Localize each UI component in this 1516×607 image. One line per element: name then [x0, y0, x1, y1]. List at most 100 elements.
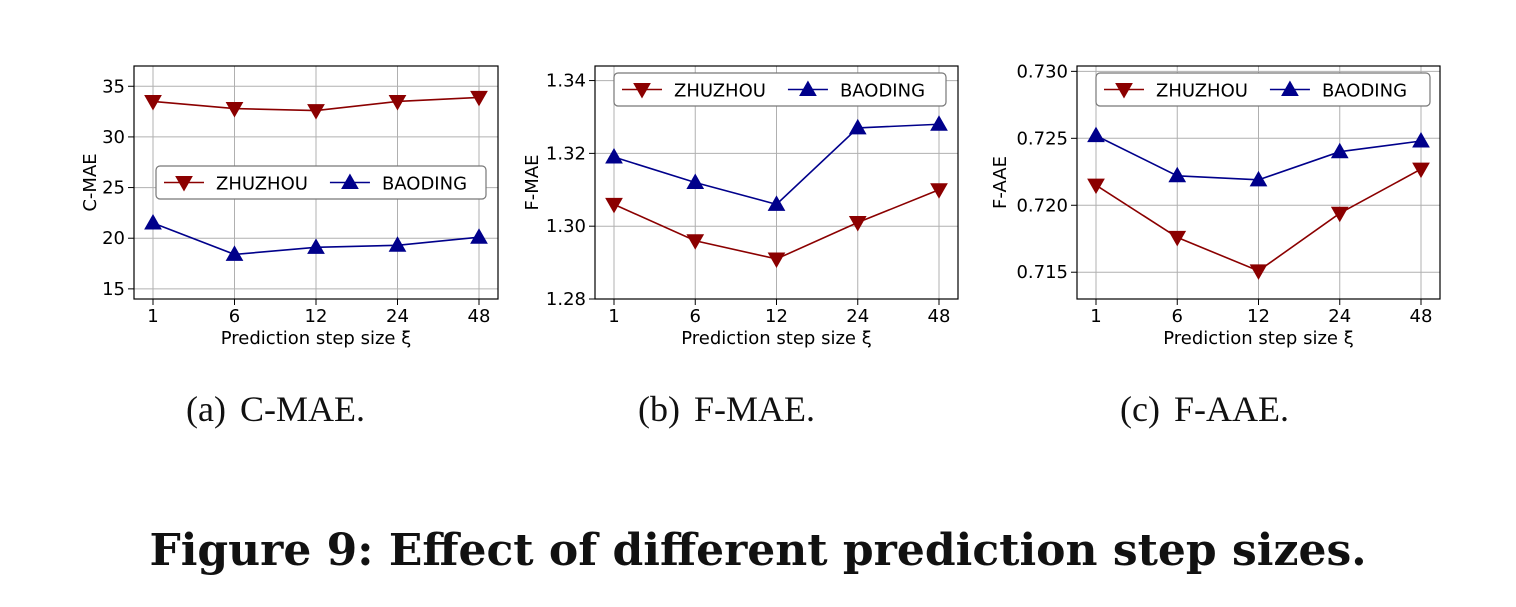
x-tick-label: 12 — [305, 306, 328, 327]
y-tick-label: 0.715 — [1016, 262, 1068, 283]
y-axis-label: C-MAE — [80, 153, 101, 211]
series-baoding-point — [470, 228, 488, 244]
legend-zhuzhou-marker — [1115, 83, 1133, 99]
y-axis-label: F-MAE — [522, 154, 543, 210]
legend-box — [155, 165, 487, 200]
series-zhuzhou-point — [307, 104, 325, 120]
y-tick-label: 1.30 — [546, 216, 586, 237]
series-zhuzhou-point — [605, 197, 623, 214]
series-zhuzhou-point — [144, 94, 162, 111]
series-baoding — [605, 115, 948, 211]
subcaption-label: (a) — [186, 389, 226, 429]
series-baoding-point — [1087, 126, 1105, 143]
series-zhuzhou — [1087, 162, 1430, 280]
series-zhuzhou-point — [848, 216, 867, 232]
y-axis-label: F-AAE — [990, 156, 1011, 209]
legend-zhuzhou-marker — [175, 176, 193, 192]
y-tick-label: 25 — [102, 178, 125, 199]
x-tick-label: 12 — [1247, 306, 1270, 327]
series-baoding-point — [686, 173, 705, 189]
series-baoding-point — [767, 195, 786, 211]
x-tick-label: 24 — [846, 306, 869, 327]
series-zhuzhou-point — [1087, 178, 1105, 195]
subcaption-b: (b) F-MAE. — [638, 388, 815, 430]
x-tick-label: 24 — [1328, 306, 1351, 327]
x-tick-label: 6 — [690, 306, 701, 327]
subcaption-a: (a) C-MAE. — [186, 388, 365, 430]
x-tick-label: 48 — [1410, 306, 1433, 327]
series-zhuzhou-point — [686, 234, 705, 250]
series-zhuzhou-point — [225, 102, 244, 118]
legend-baoding-marker — [1281, 80, 1299, 96]
y-tick-label: 35 — [102, 76, 125, 97]
y-tick-label: 1.34 — [546, 71, 586, 92]
series-baoding-point — [1412, 131, 1430, 148]
y-tick-label: 0.730 — [1016, 61, 1068, 82]
y-tick-label: 20 — [102, 228, 125, 249]
x-tick-label: 24 — [386, 306, 409, 327]
series-baoding-point — [930, 115, 948, 131]
subcaption-text: C-MAE. — [239, 389, 365, 429]
legend-box — [1095, 72, 1431, 107]
x-tick-label: 1 — [608, 306, 619, 327]
subcaption-text: F-MAE. — [693, 389, 815, 429]
subcaption-c: (c) F-AAE. — [1120, 388, 1289, 430]
legend-zhuzhou-label: ZHUZHOU — [216, 174, 308, 195]
series-baoding — [144, 214, 488, 261]
legend: ZHUZHOU BAODING — [1095, 72, 1431, 107]
series-zhuzhou-point — [1412, 162, 1430, 179]
legend: ZHUZHOU BAODING — [613, 72, 947, 107]
series-zhuzhou — [605, 183, 948, 268]
series-zhuzhou-point — [767, 252, 786, 268]
y-tick-label: 30 — [102, 127, 125, 148]
x-axis-label: Prediction step size ξ — [681, 328, 871, 349]
legend: ZHUZHOU BAODING — [155, 165, 487, 200]
series-baoding-point — [388, 236, 407, 252]
subcaption-label: (b) — [638, 389, 680, 429]
series-baoding-point — [144, 214, 162, 230]
y-tick-label: 0.720 — [1016, 195, 1068, 216]
legend-zhuzhou-label: ZHUZHOU — [674, 81, 766, 102]
x-axis-label: Prediction step size ξ — [221, 328, 411, 349]
x-tick-label: 48 — [468, 306, 491, 327]
legend-zhuzhou-marker — [633, 83, 651, 99]
x-tick-label: 1 — [147, 306, 158, 327]
subcaption-label: (c) — [1120, 389, 1160, 429]
series-baoding-point — [1168, 166, 1187, 183]
x-tick-label: 48 — [928, 306, 951, 327]
series-baoding-point — [605, 148, 623, 164]
x-tick-label: 12 — [765, 306, 788, 327]
legend-baoding-label: BAODING — [840, 81, 925, 102]
series-zhuzhou-point — [1330, 206, 1349, 223]
x-tick-label: 1 — [1090, 306, 1101, 327]
legend-baoding-label: BAODING — [1322, 81, 1407, 102]
legend-box — [613, 72, 947, 107]
series-zhuzhou-point — [1168, 230, 1187, 247]
series-zhuzhou-point — [388, 94, 407, 111]
series-zhuzhou-point — [1249, 264, 1268, 280]
subcaption-text: F-AAE. — [1173, 389, 1289, 429]
y-tick-label: 0.725 — [1016, 128, 1068, 149]
legend-baoding-label: BAODING — [382, 174, 467, 195]
y-tick-label: 1.32 — [546, 143, 586, 164]
series-zhuzhou-point — [930, 183, 948, 199]
x-tick-label: 6 — [229, 306, 240, 327]
legend-zhuzhou-label: ZHUZHOU — [1156, 81, 1248, 102]
series-zhuzhou-point — [470, 90, 488, 107]
legend-baoding-marker — [341, 173, 359, 189]
series-baoding-point — [1249, 170, 1268, 187]
y-tick-label: 1.28 — [546, 289, 586, 310]
series-baoding-point — [1330, 142, 1349, 159]
series-zhuzhou — [144, 90, 488, 120]
y-tick-label: 15 — [102, 279, 125, 300]
series-baoding-point — [225, 245, 244, 261]
x-tick-label: 6 — [1172, 306, 1183, 327]
series-baoding — [1087, 126, 1430, 187]
series-baoding-point — [848, 118, 867, 135]
series-baoding-point — [307, 238, 325, 254]
figure-caption: Figure 9: Effect of different prediction… — [149, 525, 1367, 576]
